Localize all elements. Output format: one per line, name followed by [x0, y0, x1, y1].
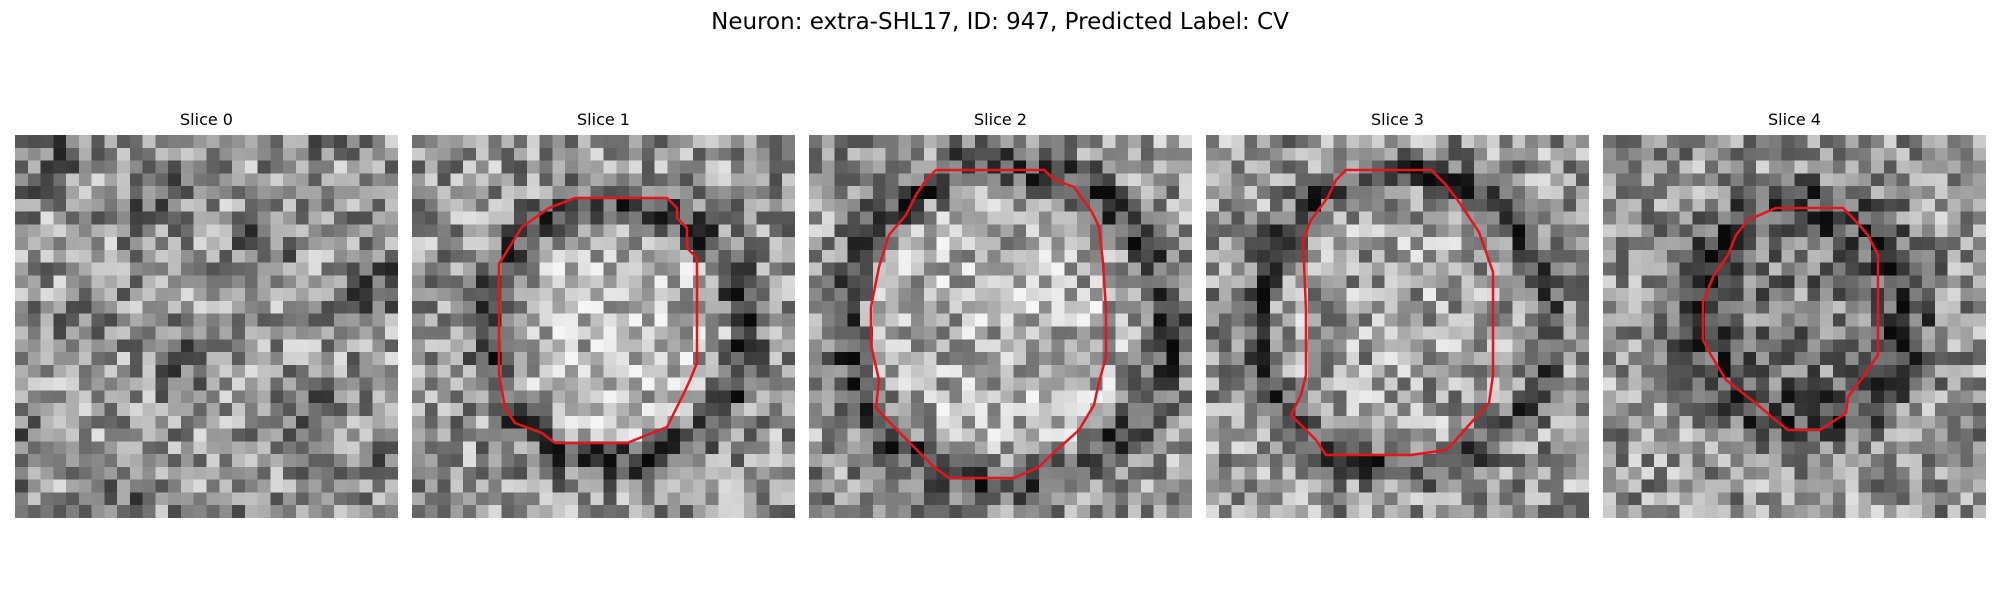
slice-title-2: Slice 2 [974, 110, 1027, 129]
figure-title: Neuron: extra-SHL17, ID: 947, Predicted … [711, 9, 1289, 35]
slice-image-4 [1603, 135, 1986, 518]
slice-title-0: Slice 0 [180, 110, 233, 129]
slice-title-1: Slice 1 [577, 110, 630, 129]
slice-image-2 [809, 135, 1192, 518]
slice-panel-1: Slice 1 [412, 110, 795, 520]
slice-panel-3: Slice 3 [1206, 110, 1589, 520]
slice-image-0 [15, 135, 398, 518]
slice-title-3: Slice 3 [1371, 110, 1424, 129]
slice-panel-0: Slice 0 [15, 110, 398, 520]
slice-image-1 [412, 135, 795, 518]
slice-panel-4: Slice 4 [1603, 110, 1986, 520]
slice-panel-2: Slice 2 [809, 110, 1192, 520]
slice-title-4: Slice 4 [1768, 110, 1821, 129]
slice-image-3 [1206, 135, 1589, 518]
